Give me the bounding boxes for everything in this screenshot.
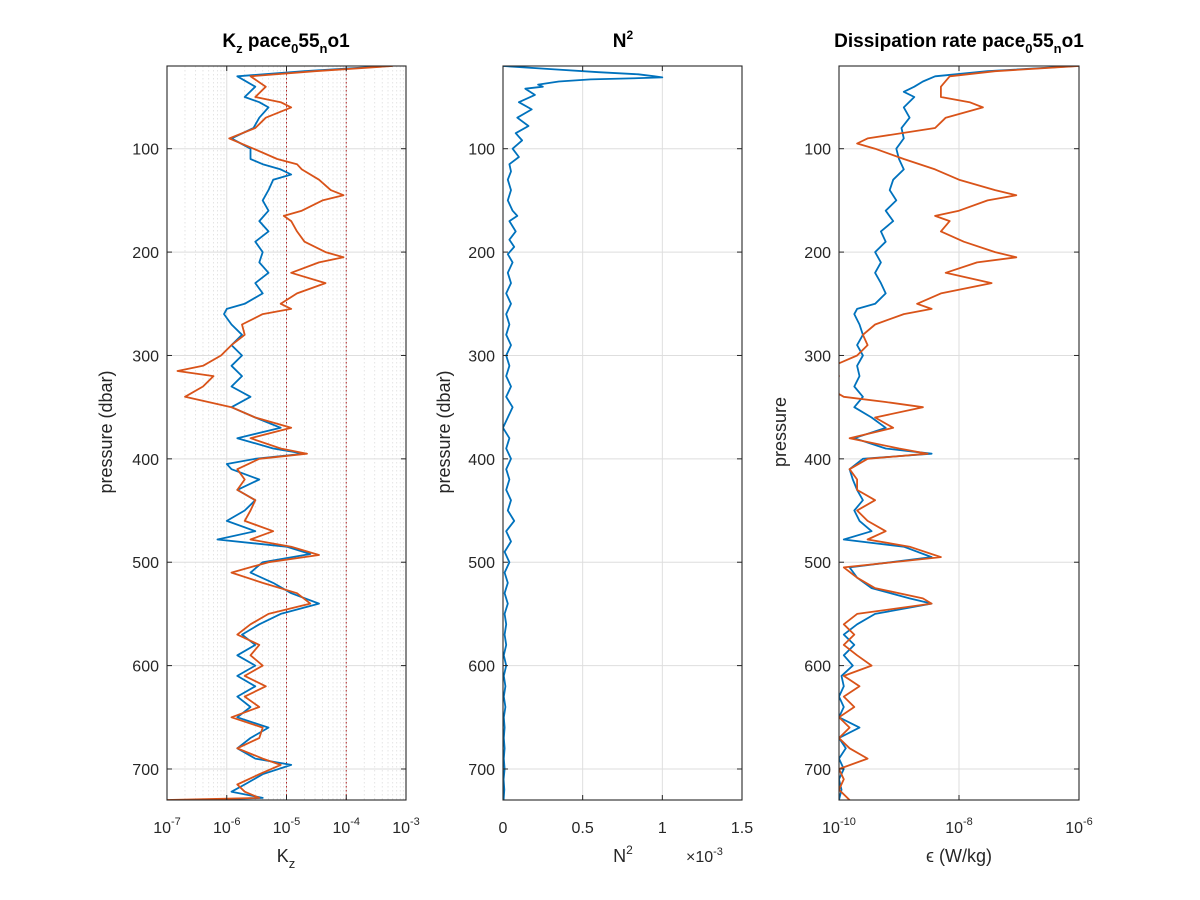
eps-y-tick-label: 500 [804, 555, 831, 572]
kz-x-tick-label: 10-5 [273, 816, 301, 837]
eps-grid [839, 66, 1079, 800]
n2-y-tick-label: 600 [468, 659, 495, 676]
n2-axes-box [502, 65, 743, 801]
eps-axes-frame [838, 65, 1080, 801]
n2-x-tick-labels: 0 0.5 1 1.5 [499, 820, 754, 837]
n2-y-tick-label: 200 [468, 245, 495, 262]
n2-axes-frame [502, 65, 743, 801]
n2-y-tick-label: 100 [468, 142, 495, 159]
n2-x-tick-label: 1.5 [731, 820, 753, 837]
kz-x-tick-label: 10-7 [153, 816, 181, 837]
kz-y-tick-label: 500 [132, 555, 159, 572]
kz-series [167, 66, 393, 800]
eps-y-tick-label: 700 [804, 762, 831, 779]
eps-x-axis-label: ϵ (W/kg) [926, 846, 992, 866]
kz-x-tick-label: 10-6 [213, 816, 241, 837]
eps-title: Dissipation rate pace055no1 [834, 31, 1084, 56]
eps-panel: 10-10 10-8 10-6 100 200 300 400 500 600 700 Diss… [770, 31, 1093, 866]
kz-y-tick-label: 200 [132, 245, 159, 262]
eps-series-2-line [839, 66, 1079, 800]
kz-series-1-line [195, 66, 389, 800]
n2-y-tick-label: 700 [468, 762, 495, 779]
n2-x-tick-label: 0.5 [572, 820, 594, 837]
n2-y-tick-label: 300 [468, 348, 495, 365]
kz-panel: 10-7 10-6 10-5 10-4 10-3 100 200 300 400 500 600 7… [96, 31, 420, 871]
n2-panel: 0 0.5 1 1.5 100 200 300 400 500 600 700 N2 N2 ×10… [434, 28, 753, 866]
kz-y-tick-label: 400 [132, 452, 159, 469]
eps-x-tick-label: 10-10 [822, 816, 856, 837]
eps-x-tick-label: 10-8 [945, 816, 973, 837]
kz-axes-frame [166, 65, 407, 801]
eps-y-axis-label: pressure [770, 397, 790, 467]
eps-y-tick-label: 100 [804, 142, 831, 159]
n2-grid [503, 66, 742, 800]
eps-y-tick-label: 300 [804, 348, 831, 365]
kz-y-tick-label: 700 [132, 762, 159, 779]
kz-y-tick-labels: 100 200 300 400 500 600 700 [132, 142, 159, 779]
kz-x-tick-label: 10-4 [332, 816, 360, 837]
eps-axes-box [838, 65, 1080, 801]
n2-y-tick-labels: 100 200 300 400 500 600 700 [468, 142, 495, 779]
n2-y-axis-label: pressure (dbar) [434, 370, 454, 493]
eps-x-tick-label: 10-6 [1065, 816, 1093, 837]
n2-y-tick-label: 500 [468, 555, 495, 572]
eps-x-tick-labels: 10-10 10-8 10-6 [822, 816, 1093, 837]
eps-y-tick-label: 600 [804, 659, 831, 676]
eps-series-1-line [839, 66, 1077, 800]
n2-x-tick-label: 1 [658, 820, 667, 837]
kz-x-tick-labels: 10-7 10-6 10-5 10-4 10-3 [153, 816, 420, 837]
kz-axes-box [166, 65, 407, 801]
kz-y-tick-label: 600 [132, 659, 159, 676]
n2-x-axis-label: N2 [613, 843, 633, 866]
kz-y-tick-label: 300 [132, 348, 159, 365]
kz-series-2-line [167, 66, 393, 800]
kz-y-axis-label: pressure (dbar) [96, 370, 116, 493]
n2-x-multiplier: ×10-3 [686, 846, 723, 866]
n2-x-tick-label: 0 [499, 820, 508, 837]
n2-series-1-line [503, 66, 664, 800]
eps-y-tick-labels: 100 200 300 400 500 600 700 [804, 142, 831, 779]
eps-y-tick-label: 200 [804, 245, 831, 262]
eps-y-tick-label: 400 [804, 452, 831, 469]
kz-title: Kz pace055no1 [222, 31, 350, 56]
kz-x-axis-label: Kz [277, 846, 296, 871]
kz-x-tick-label: 10-3 [392, 816, 420, 837]
eps-series [839, 66, 1079, 800]
kz-y-tick-label: 100 [132, 142, 159, 159]
n2-title: N2 [613, 28, 634, 52]
n2-y-tick-label: 400 [468, 452, 495, 469]
n2-series [503, 66, 664, 800]
